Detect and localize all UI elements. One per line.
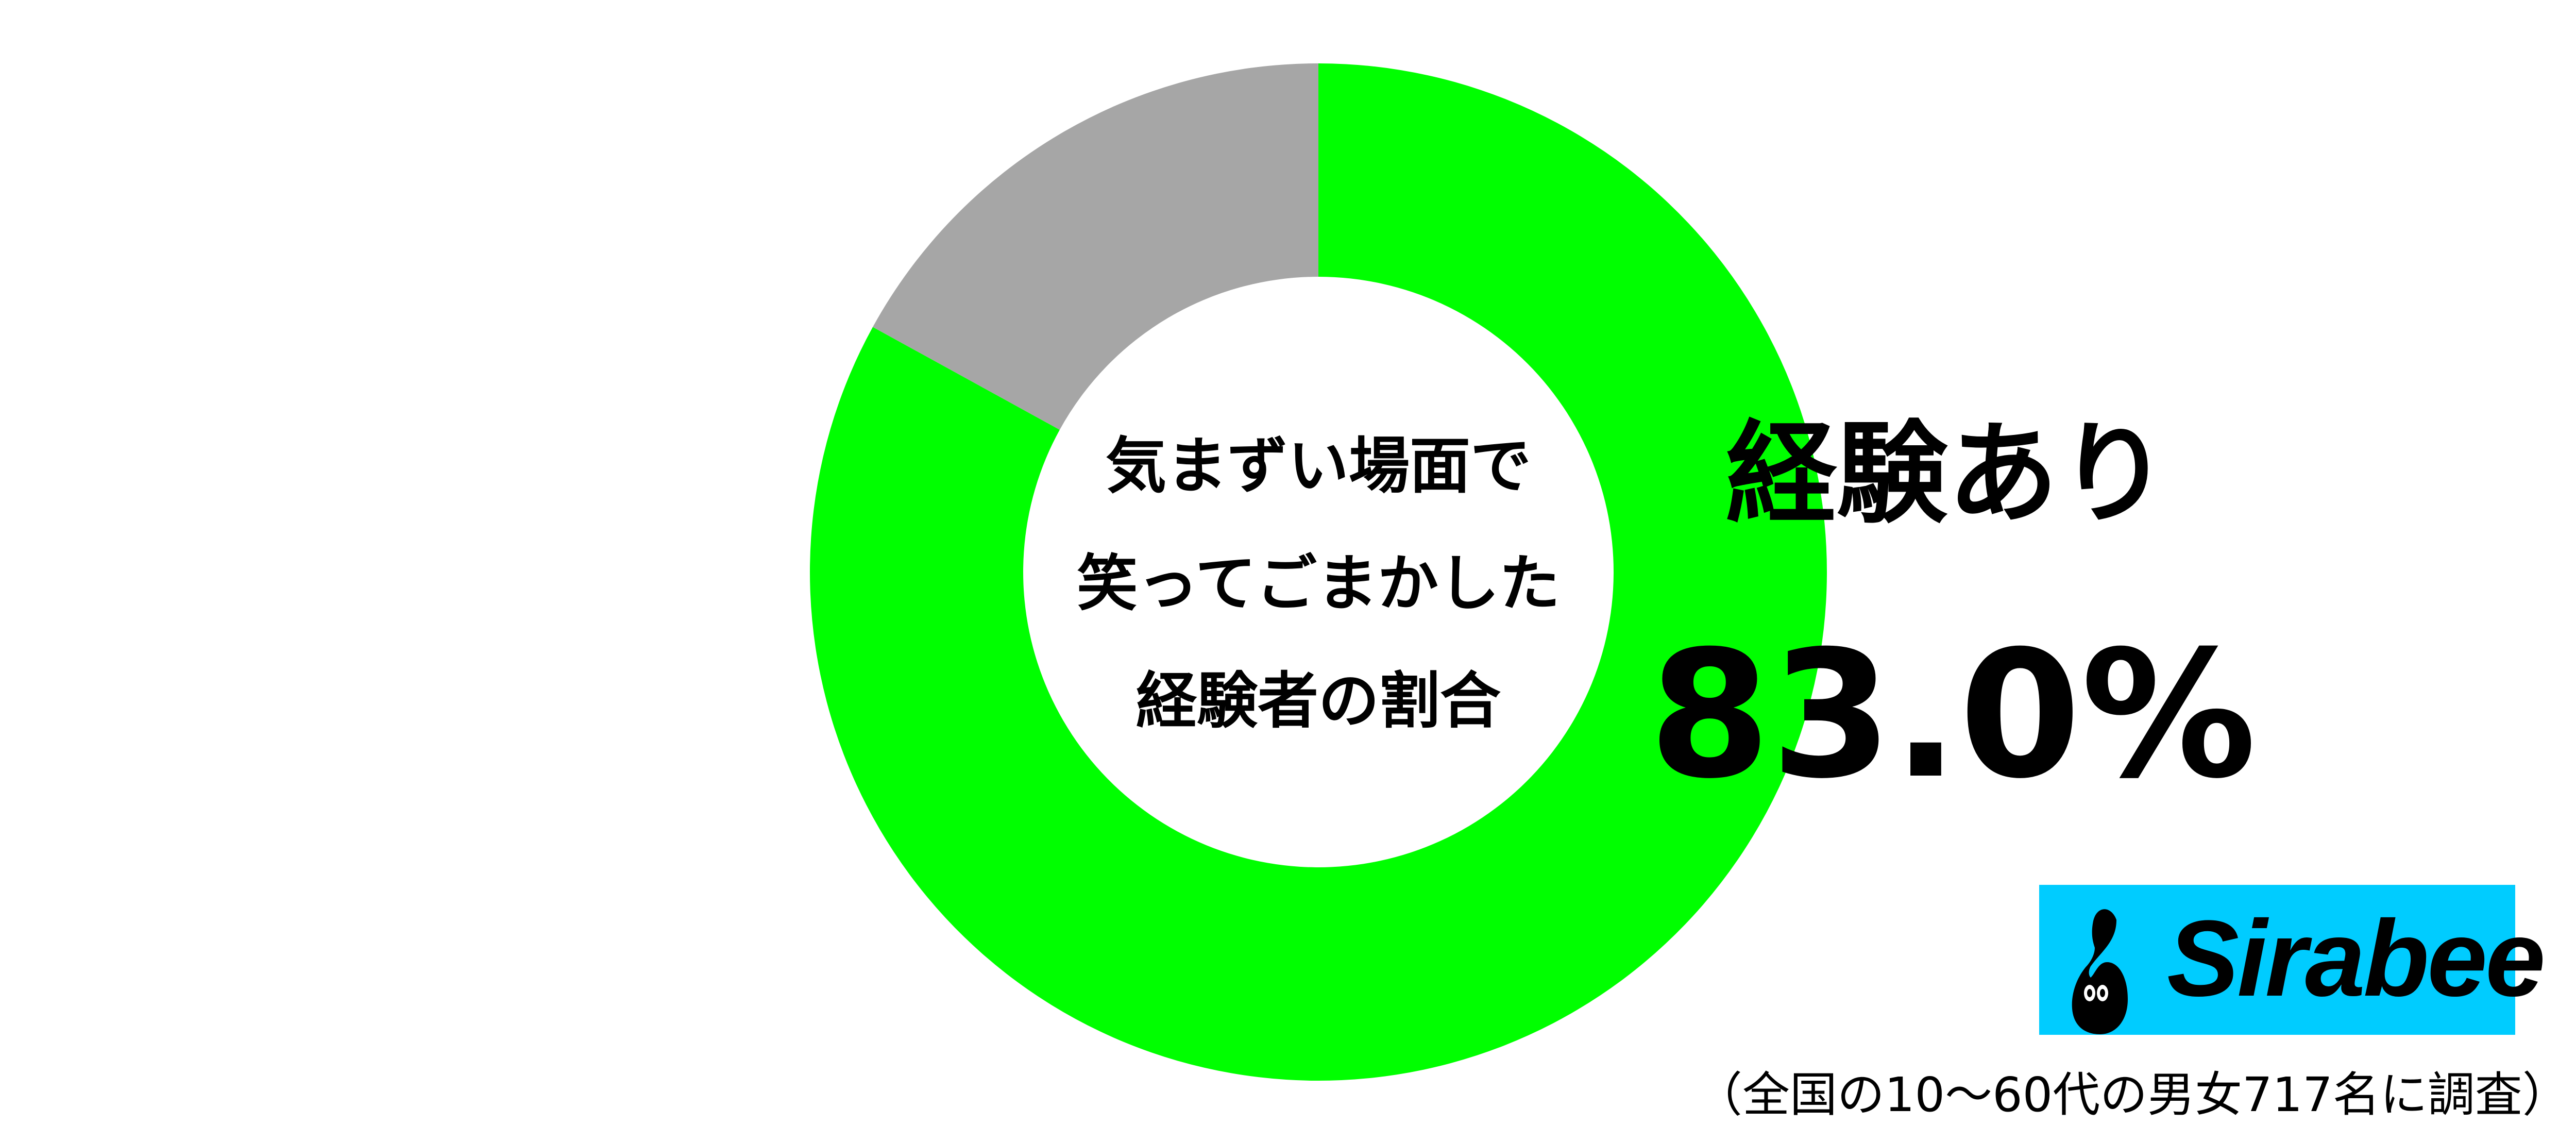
sirabee-mascot-icon <box>2072 909 2128 1034</box>
logo-text: Sirabee <box>2167 898 2546 1019</box>
donut-slice-1 <box>810 63 1827 1081</box>
sirabee-logo: Sirabee <box>2039 885 2546 1035</box>
chart-center-label: 気まずい場面で 笑ってごまかした 経験者の割合 <box>1061 407 1576 760</box>
center-label-line-2: 笑ってごまかした <box>1076 548 1561 619</box>
survey-footnote: （全国の10〜60代の男女717名に調査） <box>1695 1067 2570 1122</box>
highlight-value-label: 83.0% <box>1649 613 2257 817</box>
donut-slice-2 <box>873 63 1318 430</box>
center-label-line-1: 気まずい場面で <box>1105 430 1531 501</box>
highlight-category-label: 経験あり <box>1726 409 2169 539</box>
center-label-line-3: 経験者の割合 <box>1136 665 1501 736</box>
